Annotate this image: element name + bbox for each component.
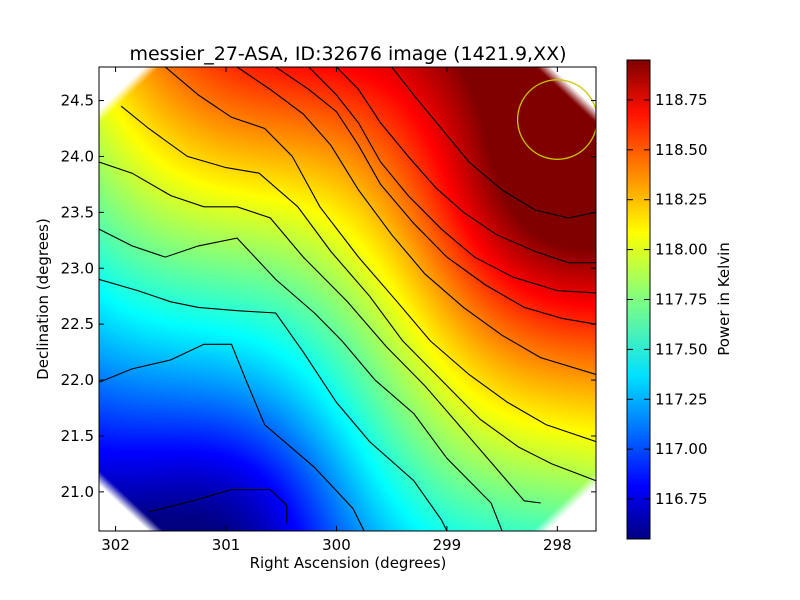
colorbar-label: Power in Kelvin [715,242,733,356]
x-tick-label: 300 [322,536,351,554]
contour-line [99,278,448,531]
y-tick-label: 22.5 [61,315,94,333]
contour-line [148,489,288,524]
colorbar-tick-label: 118.25 [655,191,708,209]
plot-area: 302 301 300 299 298 21.0 21.5 22.0 22.5 23.0 23.5… [61,66,597,554]
colorbar-tick-label: 116.75 [655,490,708,508]
heatmap-image [99,67,596,531]
contour-line [99,343,365,531]
x-tick-label: 298 [543,536,572,554]
plot-frame [98,66,597,532]
y-tick-label: 23.0 [61,259,94,277]
x-tick-label: 299 [433,536,462,554]
colorbar-tick-label: 117.00 [655,440,708,458]
contour-line [236,67,596,376]
colorbar-tick-label: 117.50 [655,340,708,358]
contour-line [120,105,596,482]
y-tick-label: 21.0 [61,483,94,501]
y-axis-label: Declination (degrees) [34,218,52,380]
colorbar-tick-label: 118.50 [655,141,708,159]
contour-line [336,67,596,264]
colorbar: 116.75 117.00 117.25 117.50 117.75 118.00 118.… [626,59,733,540]
contour-line [391,67,596,219]
contour-line [99,161,541,504]
x-tick-label: 301 [212,536,241,554]
y-axis: 21.0 21.5 22.0 22.5 23.0 23.5 24.0 24.5 [61,92,596,501]
beam-circle [516,79,596,160]
x-tick-label: 302 [101,536,130,554]
x-axis: 302 301 300 299 298 [101,67,572,554]
y-tick-label: 21.5 [61,427,94,445]
colorbar-tick-label: 117.75 [655,291,708,309]
colorbar-tick-label: 118.00 [655,241,708,259]
contour-line [99,228,503,531]
y-tick-label: 24.5 [61,92,94,110]
contour-line [164,67,596,443]
colorbar-ticks: 116.75 117.00 117.25 117.50 117.75 118.00 118.… [627,91,708,508]
colorbar-tick-label: 117.25 [655,390,708,408]
colorbar-tick-label: 118.75 [655,91,708,109]
contour-line [308,67,596,294]
contour-line [275,67,596,325]
y-tick-label: 24.0 [61,147,94,165]
y-tick-label: 23.5 [61,203,94,221]
y-tick-label: 22.0 [61,371,94,389]
contour-lines [99,67,596,531]
x-axis-label: Right Ascension (degrees) [250,554,447,572]
chart-title: messier_27-ASA, ID:32676 image (1421.9,X… [129,43,566,65]
